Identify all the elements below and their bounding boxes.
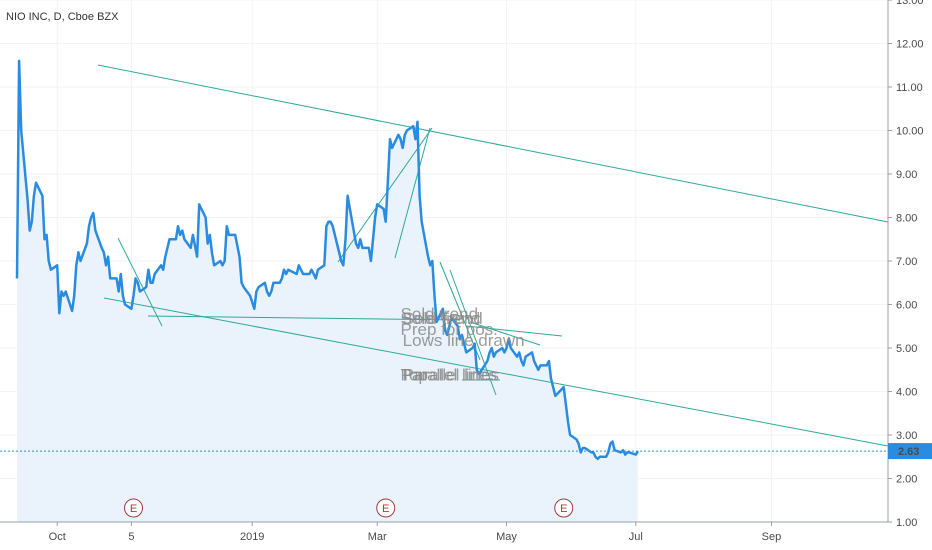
x-tick-label: Sep — [762, 531, 782, 543]
overlay-label: Top — [401, 366, 428, 385]
y-tick-label: 4.00 — [896, 387, 917, 399]
y-tick-label: 1.00 — [896, 517, 917, 529]
last-price-label: 2.63 — [898, 446, 919, 458]
x-tick-label: May — [496, 531, 517, 543]
earnings-label: E — [130, 503, 137, 515]
earnings-marker — [554, 498, 574, 518]
y-tick-label: 3.00 — [896, 430, 917, 442]
y-tick-label: 13.00 — [896, 0, 924, 7]
trend-line — [103, 297, 889, 447]
earnings-label: E — [382, 503, 389, 515]
symbol-title: NIO INC, D, Cboe BZX — [6, 11, 119, 23]
overlay-label: Sold trend — [401, 305, 479, 324]
price-series — [0, 59, 888, 461]
earnings-marker — [376, 498, 396, 518]
overlay-label: Sold trend — [403, 309, 481, 328]
y-tick-label: 5.00 — [896, 343, 917, 355]
y-tick-label: 8.00 — [896, 213, 917, 225]
y-tick-label: 9.00 — [896, 169, 917, 181]
trend-lines — [97, 64, 889, 447]
last-price-badge — [888, 443, 932, 460]
trend-line — [465, 325, 563, 337]
trend-line — [147, 315, 461, 321]
y-tick-label: 7.00 — [896, 256, 917, 268]
price-area-fill — [17, 60, 638, 523]
overlay-label: Sold Trend — [401, 309, 483, 328]
price-line — [15, 59, 639, 461]
y-tick-label: 2.00 — [896, 474, 917, 486]
trend-line — [449, 269, 497, 396]
trend-line — [337, 127, 433, 263]
overlay-label: Lows line drawn — [403, 331, 525, 350]
y-tick-label: 10.00 — [896, 126, 924, 138]
trend-line — [97, 64, 889, 223]
overlay-label: Parallel lines — [403, 366, 499, 385]
y-tick-label: 11.00 — [896, 82, 923, 94]
overlay-label: Prep for pos. — [401, 320, 498, 339]
price-area — [17, 60, 638, 523]
x-tick-label: Mar — [368, 531, 387, 543]
trend-line — [117, 237, 163, 327]
y-tick-label: 6.00 — [896, 300, 917, 312]
x-tick-label: Oct — [49, 531, 66, 543]
earnings-label: E — [560, 503, 567, 515]
trend-line — [394, 127, 431, 259]
x-tick-label: Jul — [629, 531, 643, 543]
trend-line — [469, 321, 541, 346]
overlay-label: Parallel lines — [401, 366, 497, 385]
x-tick-label: 2019 — [240, 531, 264, 543]
x-tick-label: 5 — [128, 531, 134, 543]
y-tick-label: 12.00 — [896, 39, 924, 51]
earnings-marker — [124, 498, 144, 518]
